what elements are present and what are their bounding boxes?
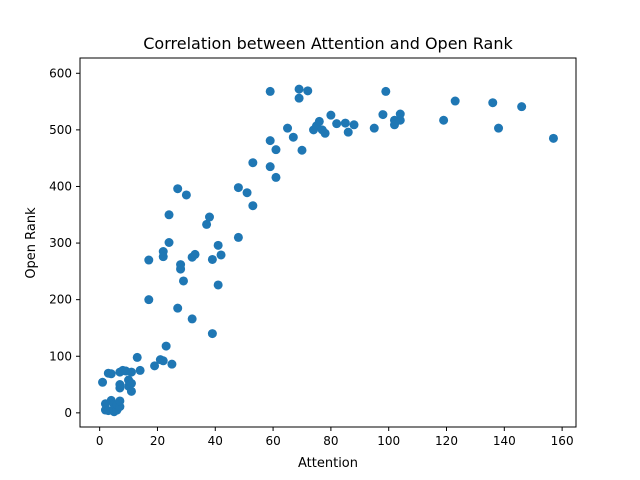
data-point bbox=[190, 249, 200, 259]
data-point bbox=[164, 238, 174, 247]
data-point bbox=[213, 280, 223, 290]
y-tick-label: 600 bbox=[49, 66, 72, 80]
data-point bbox=[158, 252, 168, 262]
x-tick-label: 40 bbox=[208, 434, 223, 448]
x-tick-label: 60 bbox=[265, 434, 280, 448]
data-point bbox=[132, 352, 142, 362]
y-tick-label: 100 bbox=[49, 349, 72, 363]
data-point bbox=[115, 396, 125, 406]
data-point bbox=[294, 93, 304, 103]
data-point bbox=[106, 369, 116, 379]
data-point bbox=[395, 115, 405, 125]
data-point bbox=[381, 86, 391, 96]
data-point bbox=[494, 123, 504, 133]
data-point bbox=[233, 232, 243, 242]
data-point bbox=[126, 386, 136, 396]
chart-title: Correlation between Attention and Open R… bbox=[143, 34, 513, 53]
x-axis-label: Attention bbox=[298, 456, 358, 471]
data-point bbox=[178, 276, 188, 286]
plot-frame bbox=[79, 57, 577, 428]
y-tick-label: 500 bbox=[49, 123, 72, 137]
data-point bbox=[176, 260, 186, 270]
data-point bbox=[126, 367, 136, 377]
data-point bbox=[314, 116, 324, 126]
data-points bbox=[98, 84, 558, 417]
data-point bbox=[517, 102, 527, 112]
data-point bbox=[332, 119, 342, 129]
data-point bbox=[126, 378, 136, 388]
data-point bbox=[213, 240, 223, 250]
data-point bbox=[340, 118, 350, 128]
data-point bbox=[288, 132, 298, 142]
data-point bbox=[187, 314, 197, 324]
data-point bbox=[439, 115, 449, 125]
data-point bbox=[173, 184, 183, 194]
data-point bbox=[207, 254, 217, 264]
data-point bbox=[297, 145, 307, 155]
x-tick-label: 140 bbox=[493, 434, 516, 448]
x-tick-label: 0 bbox=[96, 434, 104, 448]
data-point bbox=[271, 172, 281, 182]
x-tick-label: 120 bbox=[435, 434, 458, 448]
data-point bbox=[283, 123, 293, 133]
data-point bbox=[173, 303, 183, 313]
data-point bbox=[150, 361, 160, 371]
data-point bbox=[294, 84, 304, 94]
x-tick-label: 100 bbox=[377, 434, 400, 448]
data-point bbox=[320, 128, 330, 138]
y-tick-label: 400 bbox=[49, 179, 72, 193]
data-point bbox=[161, 341, 171, 351]
y-tick-label: 200 bbox=[49, 293, 72, 307]
data-point bbox=[167, 359, 177, 369]
data-point bbox=[369, 123, 379, 133]
x-tick-label: 80 bbox=[323, 434, 338, 448]
data-point bbox=[548, 133, 558, 143]
data-point bbox=[488, 98, 498, 108]
data-point bbox=[204, 212, 214, 222]
x-tick-label: 20 bbox=[150, 434, 165, 448]
data-point bbox=[164, 210, 174, 220]
data-point bbox=[248, 158, 258, 168]
data-point bbox=[248, 201, 258, 211]
data-point bbox=[144, 255, 154, 265]
y-tick-label: 0 bbox=[64, 406, 72, 420]
data-point bbox=[233, 183, 243, 193]
data-point bbox=[326, 110, 336, 120]
data-point bbox=[242, 188, 252, 198]
data-point bbox=[181, 190, 191, 200]
data-point bbox=[265, 136, 275, 146]
data-point bbox=[303, 86, 313, 96]
data-point bbox=[271, 145, 281, 155]
y-axis-ticks: 0 100 200 300 400 500 600 bbox=[49, 66, 80, 420]
data-point bbox=[216, 250, 226, 260]
data-point bbox=[450, 96, 460, 106]
data-point bbox=[98, 377, 108, 387]
data-point bbox=[395, 109, 405, 119]
x-axis-ticks: 0 20 40 60 80 100 120 140 160 bbox=[96, 427, 574, 448]
data-point bbox=[158, 356, 168, 366]
data-point bbox=[265, 86, 275, 96]
plot-area bbox=[80, 58, 576, 427]
data-point bbox=[265, 162, 275, 172]
data-point bbox=[135, 365, 145, 375]
x-tick-label: 160 bbox=[551, 434, 574, 448]
y-axis-label: Open Rank bbox=[24, 207, 39, 279]
data-point bbox=[207, 329, 217, 339]
data-point bbox=[115, 380, 125, 390]
data-point bbox=[144, 295, 154, 305]
y-tick-label: 300 bbox=[49, 236, 72, 250]
data-point bbox=[349, 120, 359, 130]
data-point bbox=[343, 127, 353, 137]
data-point bbox=[378, 110, 388, 120]
data-point bbox=[202, 219, 212, 229]
